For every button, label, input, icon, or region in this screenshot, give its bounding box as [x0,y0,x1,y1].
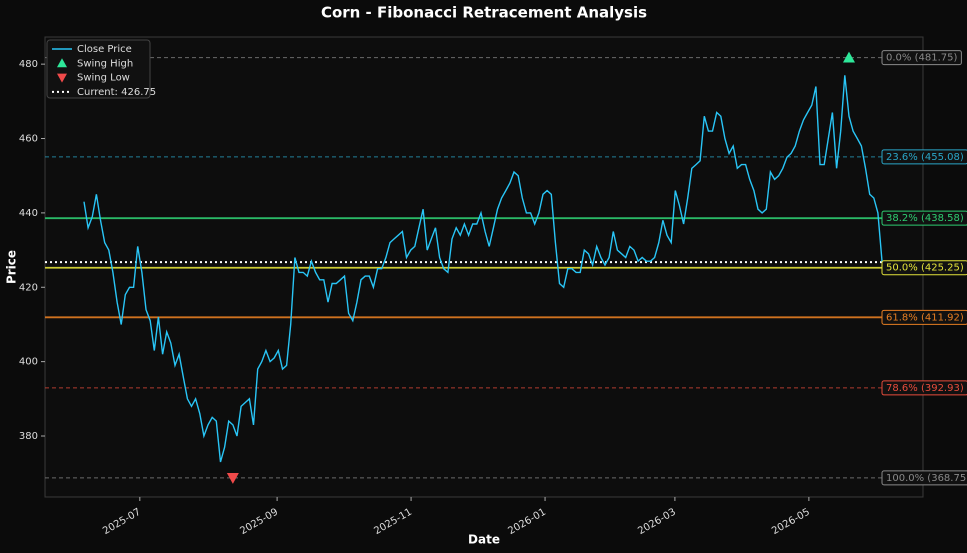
legend-swatch [57,73,67,83]
x-tick-label: 2025-11 [372,507,414,537]
legend-box [46,39,151,99]
level-label-text: 78.6% (392.93) [886,383,964,394]
level-label-box [881,50,962,66]
level-label: 23.6% (455.08) [881,149,967,165]
level-label-text: 38.2% (438.58) [886,213,964,224]
y-tick-label: 460 [19,134,38,145]
level-label: 0.0% (481.75) [881,50,962,66]
y-tick-label: 480 [19,59,38,70]
legend-label: Swing High [77,58,133,69]
level-label-box [881,260,967,276]
x-tick-label: 2025-07 [101,507,143,537]
y-tick-label: 440 [19,208,38,219]
level-label-box [881,149,967,165]
level-label: 78.6% (392.93) [881,380,967,396]
y-tick-label: 420 [19,282,38,293]
legend-label: Swing Low [77,73,130,84]
x-axis-label: Date [468,533,500,547]
level-label-box [881,470,967,486]
y-tick-label: 400 [19,357,38,368]
y-axis-label: Price [5,250,19,284]
level-label-text: 50.0% (425.25) [886,263,964,274]
chart-title: Corn - Fibonacci Retracement Analysis [321,4,647,22]
legend-label: Current: 426.75 [77,87,156,98]
level-label: 50.0% (425.25) [881,260,967,276]
level-label-text: 0.0% (481.75) [886,53,957,64]
level-label-box [881,210,967,226]
swing-marker [842,51,855,63]
x-tick-label: 2026-01 [506,507,548,537]
level-label: 61.8% (411.92) [881,309,967,325]
level-label-box [881,380,967,396]
y-tick-label: 380 [19,431,38,442]
level-label-text: 100.0% (368.75) [886,473,967,484]
legend-label: Close Price [77,44,132,55]
level-label-box [881,309,967,325]
x-tick-label: 2026-03 [636,507,678,537]
close-price-line [83,75,883,463]
x-tick-label: 2026-05 [770,507,812,537]
swing-marker [226,473,239,484]
legend-swatch [57,58,67,68]
level-label-text: 23.6% (455.08) [886,152,964,163]
legend: Close Price Swing High Swing Low Current: 4… [46,39,156,99]
level-label-text: 61.8% (411.92) [886,312,964,323]
x-tick-label: 2025-09 [238,507,280,537]
level-label: 38.2% (438.58) [881,210,967,226]
level-label: 100.0% (368.75) [881,470,967,486]
